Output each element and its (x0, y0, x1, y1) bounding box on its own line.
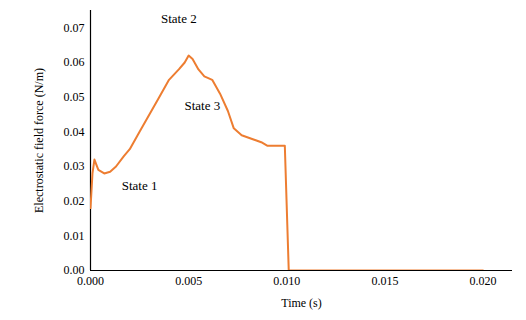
svg-text:0.04: 0.04 (64, 125, 85, 139)
svg-text:0.005: 0.005 (175, 274, 202, 288)
svg-text:State 3: State 3 (185, 98, 221, 113)
svg-text:Electrostatic field force (N/m: Electrostatic field force (N/m) (32, 68, 46, 213)
svg-text:0.05: 0.05 (64, 90, 85, 104)
svg-text:0.02: 0.02 (64, 194, 85, 208)
svg-text:0.015: 0.015 (371, 274, 398, 288)
svg-text:0.010: 0.010 (273, 274, 300, 288)
svg-text:Time (s): Time (s) (281, 296, 322, 310)
svg-text:State 2: State 2 (161, 11, 197, 26)
svg-text:0.01: 0.01 (64, 229, 85, 243)
svg-text:0.03: 0.03 (64, 159, 85, 173)
svg-text:0.000: 0.000 (77, 274, 104, 288)
svg-text:0.07: 0.07 (64, 21, 85, 35)
svg-text:0.020: 0.020 (470, 274, 497, 288)
svg-text:0.00: 0.00 (64, 263, 85, 277)
svg-text:0.06: 0.06 (64, 55, 85, 69)
svg-text:State 1: State 1 (122, 178, 158, 193)
